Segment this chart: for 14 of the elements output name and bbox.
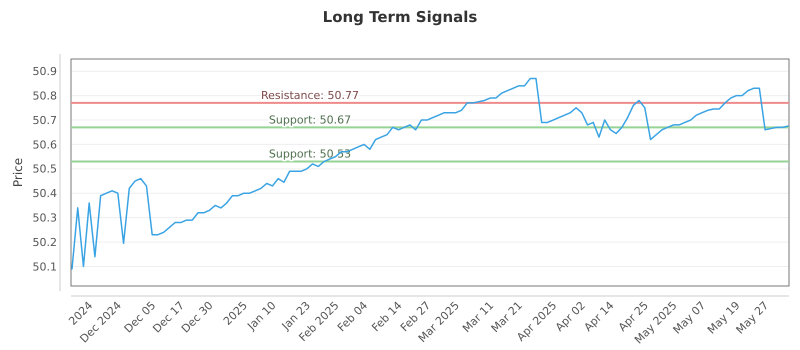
y-tick-label: 50.6 [32,138,57,152]
y-tick-label: 50.8 [32,89,57,102]
chart-title: Long Term Signals [322,8,478,26]
y-tick-label: 50.7 [32,114,57,127]
y-tick-label: 50.1 [32,260,57,274]
y-axis-title: Price [11,158,25,188]
line-series [71,78,789,270]
y-tick-label: 50.3 [32,212,57,225]
y-tick-label: 50.9 [32,65,57,78]
y-tick-label: 50.4 [32,187,57,200]
y-tick-label: 50.2 [32,236,57,249]
ref-line-label: Support: 50.67 [268,113,352,126]
y-tick-label: 50.5 [32,162,57,176]
ref-line-label: Resistance: 50.77 [261,88,359,102]
